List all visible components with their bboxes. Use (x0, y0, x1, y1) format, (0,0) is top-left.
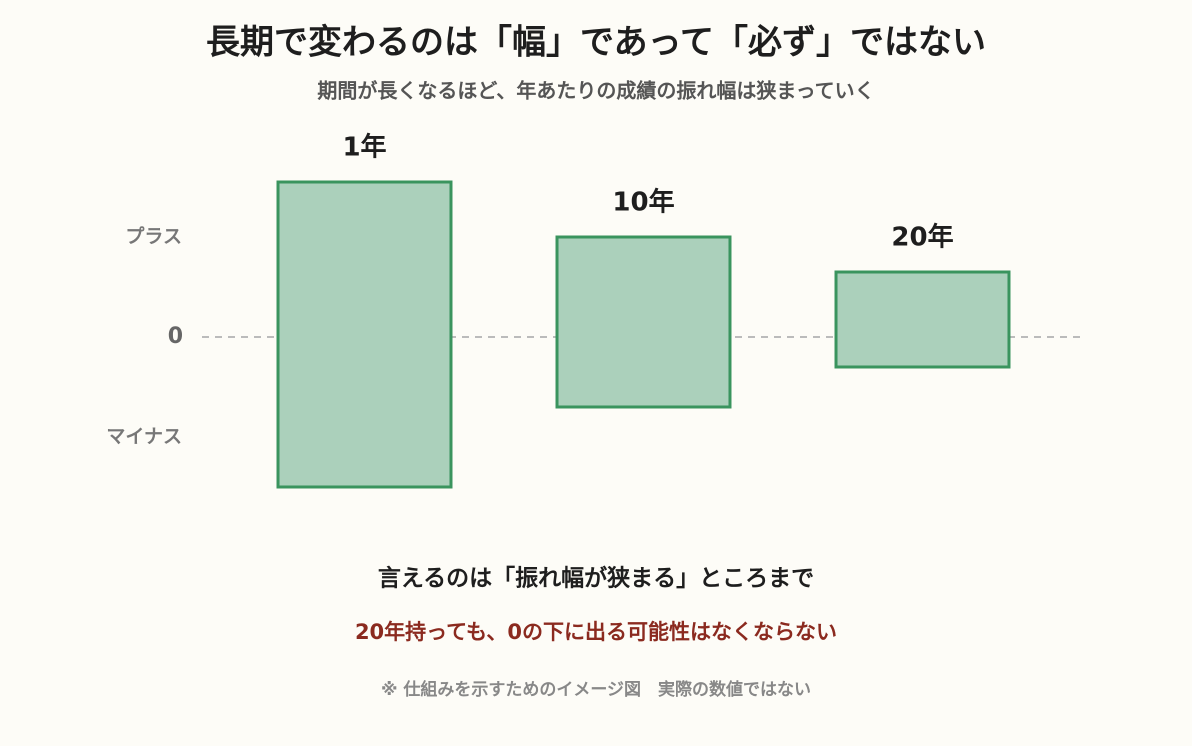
category-label: 1年 (342, 132, 386, 163)
chart-subtitle: 期間が長くなるほど、年あたりの成績の振れ幅は狭まっていく (317, 79, 874, 103)
y-tick-label: 0 (168, 324, 183, 349)
note: 言えるのは「振れ幅が狭まる」ところまで (378, 565, 814, 592)
category-label: 10年 (612, 187, 674, 218)
y-tick-label: プラス (125, 225, 182, 248)
bar (834, 270, 1011, 369)
category-label: 20年 (891, 222, 953, 253)
note: ※ 仕組みを示すためのイメージ図 実際の数値ではない (381, 679, 811, 700)
chart-title: 長期で変わるのは「幅」であって「必ず」ではない (206, 23, 986, 63)
note: 20年持っても、0の下に出る可能性はなくならない (355, 620, 837, 644)
y-tick-label: マイナス (106, 426, 182, 448)
bar (276, 180, 453, 489)
bar (555, 235, 732, 409)
